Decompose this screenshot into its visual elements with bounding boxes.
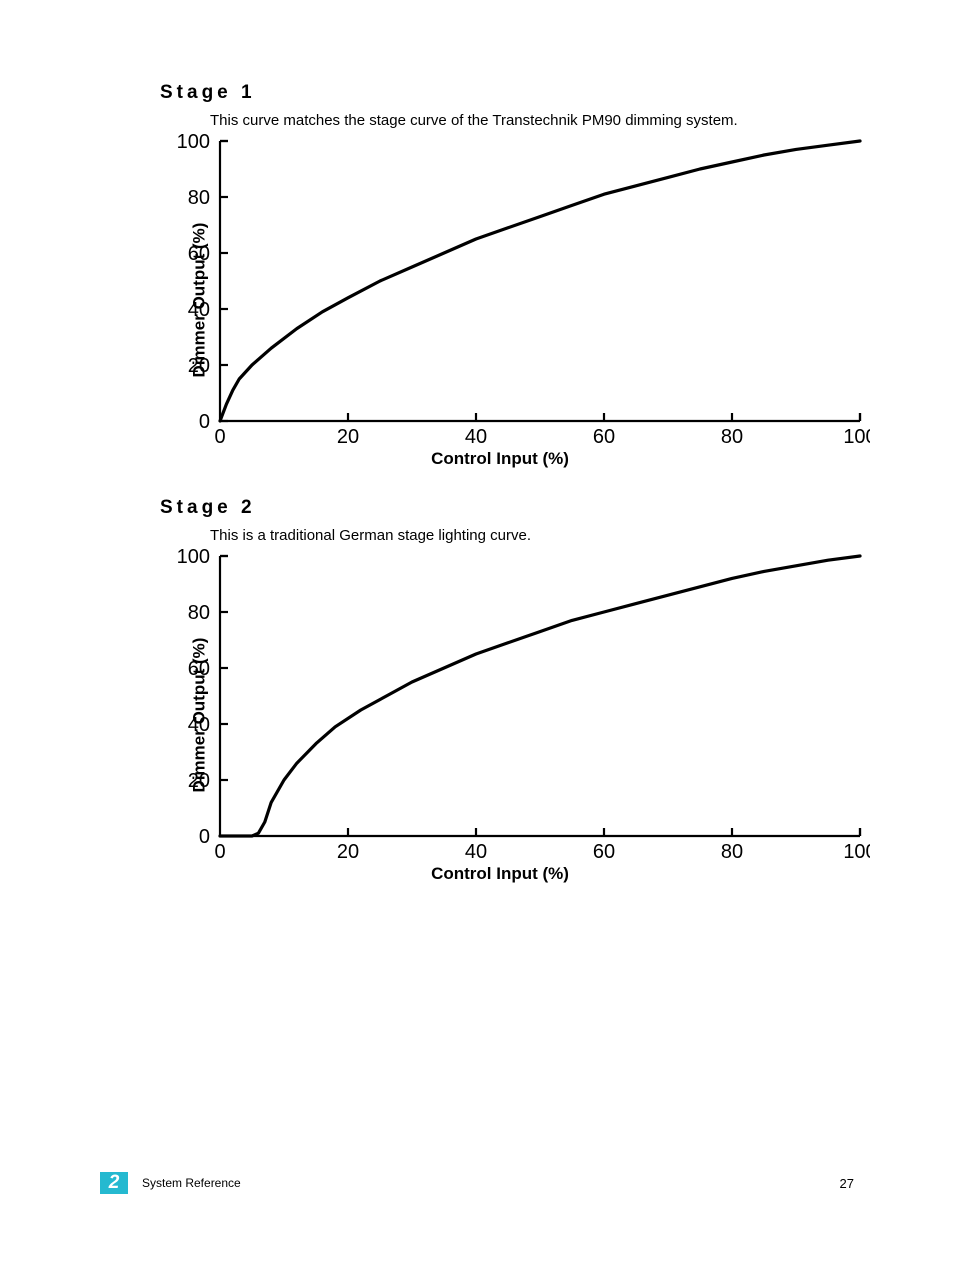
svg-text:0: 0: [199, 411, 210, 433]
stage1-section: Stage 1 This curve matches the stage cur…: [160, 82, 854, 469]
svg-text:80: 80: [188, 602, 210, 624]
svg-text:80: 80: [188, 187, 210, 209]
svg-text:20: 20: [337, 841, 359, 863]
stage1-description: This curve matches the stage curve of th…: [210, 112, 854, 129]
stage2-xlabel: Control Input (%): [130, 864, 870, 884]
page: Stage 1 This curve matches the stage cur…: [0, 0, 954, 1272]
svg-text:80: 80: [721, 841, 743, 863]
svg-text:100: 100: [177, 546, 210, 568]
svg-text:100: 100: [843, 426, 870, 448]
svg-text:80: 80: [721, 426, 743, 448]
stage2-heading: Stage 2: [160, 497, 854, 519]
stage2-chart: Dimmer Output (%) 0204060801000204060801…: [130, 546, 854, 884]
stage2-ylabel: Dimmer Output (%): [189, 638, 209, 793]
svg-text:0: 0: [214, 426, 225, 448]
svg-text:0: 0: [199, 826, 210, 848]
page-number: 27: [840, 1176, 854, 1191]
stage2-description: This is a traditional German stage light…: [210, 527, 854, 544]
stage2-chart-svg: 020406080100020406080100: [130, 546, 870, 866]
page-footer: 2 System Reference 27: [100, 1172, 854, 1194]
svg-text:40: 40: [465, 426, 487, 448]
stage1-chart: Dimmer Output (%) 0204060801000204060801…: [130, 131, 854, 469]
stage1-heading: Stage 1: [160, 82, 854, 104]
svg-text:60: 60: [593, 426, 615, 448]
svg-text:0: 0: [214, 841, 225, 863]
stage1-ylabel: Dimmer Output (%): [189, 223, 209, 378]
svg-text:100: 100: [177, 131, 210, 153]
svg-text:40: 40: [465, 841, 487, 863]
svg-text:60: 60: [593, 841, 615, 863]
stage1-chart-svg: 020406080100020406080100: [130, 131, 870, 451]
chapter-number-box: 2: [100, 1172, 128, 1194]
svg-text:20: 20: [337, 426, 359, 448]
svg-text:100: 100: [843, 841, 870, 863]
stage2-section: Stage 2 This is a traditional German sta…: [160, 497, 854, 884]
footer-title: System Reference: [142, 1176, 241, 1190]
stage1-xlabel: Control Input (%): [130, 449, 870, 469]
